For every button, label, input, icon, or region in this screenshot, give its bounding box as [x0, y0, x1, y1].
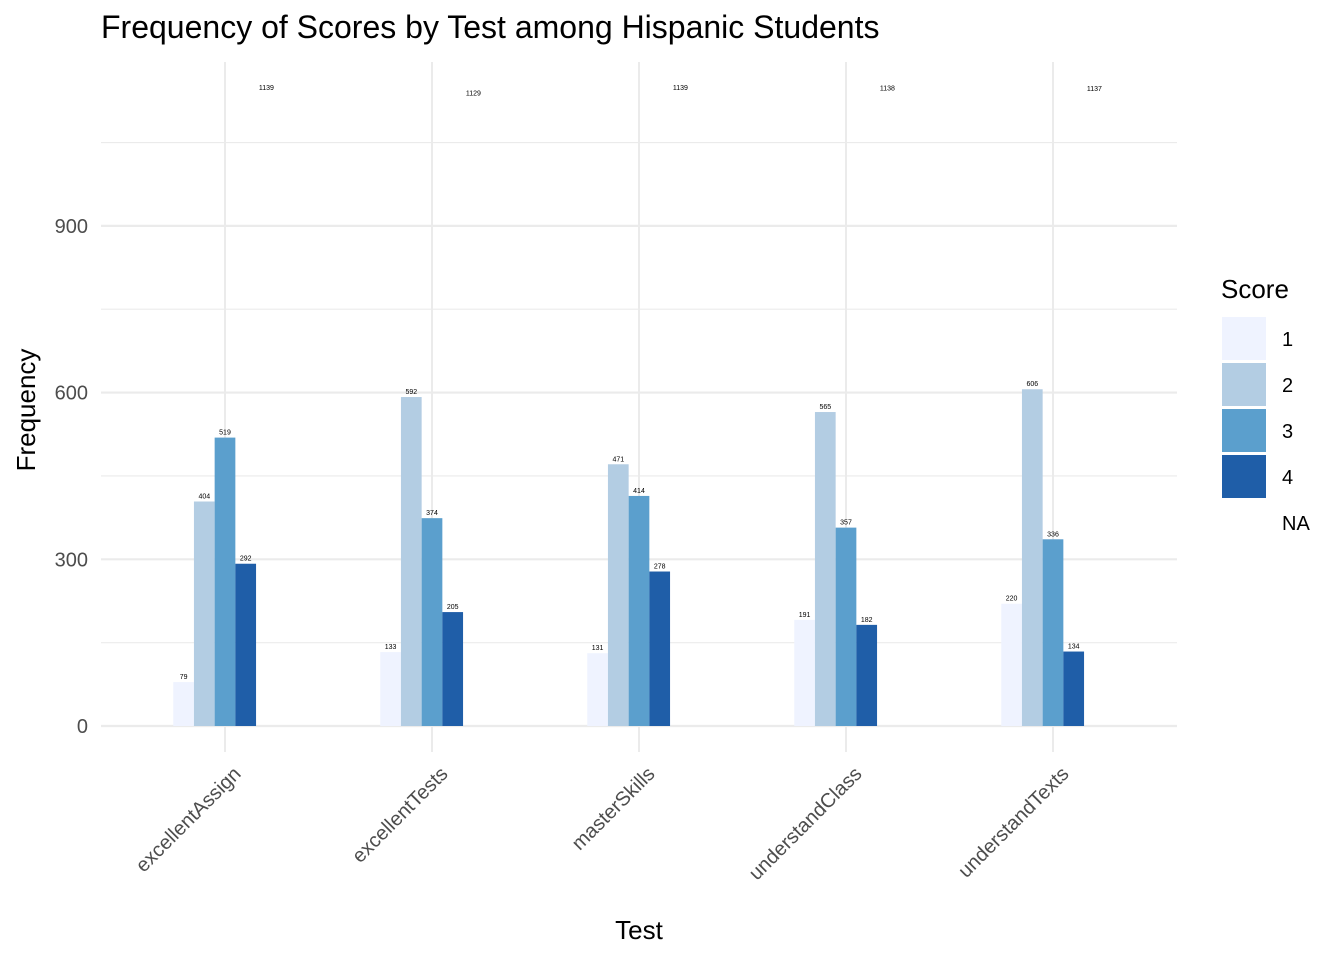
x-tick-label: masterSkills [568, 763, 660, 855]
y-tick-label: 0 [77, 716, 88, 738]
data-labels: 79 404 519 292 1139 133 592 374 205 1129 131 471 414… [180, 85, 1102, 681]
legend-label: NA [1282, 513, 1310, 535]
data-label: 205 [447, 604, 459, 611]
x-axis-ticks: excellentAssign excellentTests masterSkill… [132, 763, 1074, 885]
legend-label: 3 [1282, 421, 1293, 443]
data-label: 519 [219, 430, 231, 437]
bar [587, 653, 608, 726]
data-label: 182 [861, 617, 873, 624]
legend-swatch [1222, 409, 1266, 452]
x-tick-label: excellentTests [348, 763, 452, 867]
bar [400, 397, 422, 726]
bar [1063, 651, 1085, 726]
bar [173, 682, 194, 726]
data-label: 1139 [259, 85, 274, 92]
data-label: 374 [426, 510, 438, 517]
bar [856, 624, 878, 726]
y-tick-label: 600 [55, 383, 88, 405]
chart-title: Frequency of Scores by Test among Hispan… [101, 9, 879, 45]
legend-title: Score [1221, 274, 1289, 304]
legend-label: 2 [1282, 375, 1293, 397]
data-label: 1139 [673, 85, 688, 92]
y-tick-label: 900 [55, 216, 88, 238]
legend-swatch [1222, 363, 1266, 406]
bar-na [877, 94, 898, 726]
data-label: 592 [405, 389, 417, 396]
legend-swatch [1222, 317, 1266, 360]
bar [835, 527, 857, 726]
data-label: 220 [1006, 596, 1018, 603]
bar [442, 612, 464, 726]
legend-swatch-na [1222, 501, 1266, 544]
bar [814, 412, 836, 726]
data-label: 357 [840, 520, 852, 527]
data-label: 131 [592, 645, 604, 652]
bar [1042, 539, 1064, 726]
x-tick-label: understandClass [745, 763, 867, 885]
bar [235, 563, 257, 726]
bar [649, 571, 671, 726]
bar [1001, 603, 1022, 726]
bar-na [670, 93, 691, 726]
x-tick-label: understandTexts [954, 763, 1073, 882]
legend: Score 1 2 3 4 NA [1221, 274, 1310, 544]
data-label: 79 [180, 674, 188, 681]
bar [794, 619, 815, 726]
bar [1021, 389, 1043, 726]
data-label: 133 [385, 644, 397, 651]
legend-swatch [1222, 455, 1266, 498]
data-label: 1138 [880, 86, 895, 93]
bar-na [463, 99, 484, 726]
data-label: 292 [240, 556, 252, 563]
x-axis-title: Test [615, 915, 663, 945]
data-label: 565 [819, 404, 831, 411]
data-label: 404 [198, 493, 210, 500]
bars [173, 93, 1105, 726]
bar [421, 518, 443, 726]
legend-label: 4 [1282, 467, 1293, 489]
bar [607, 464, 629, 726]
data-label: 278 [654, 564, 666, 571]
bar [628, 495, 650, 726]
data-label: 414 [633, 488, 645, 495]
bar [193, 501, 215, 726]
data-label: 1129 [466, 91, 481, 98]
y-axis-title: Frequency [11, 349, 41, 472]
data-label: 1137 [1087, 86, 1102, 93]
bar-na [1084, 94, 1105, 726]
x-tick-label: excellentAssign [132, 763, 246, 877]
y-axis-ticks: 0 300 600 900 [55, 216, 88, 738]
data-label: 606 [1026, 381, 1038, 388]
legend-label: 1 [1282, 329, 1293, 351]
data-label: 471 [612, 456, 624, 463]
y-tick-label: 300 [55, 549, 88, 571]
bar [214, 437, 236, 726]
bar [380, 652, 401, 726]
data-label: 191 [799, 612, 811, 619]
data-label: 336 [1047, 531, 1059, 538]
bar-na [256, 93, 277, 726]
data-label: 134 [1068, 644, 1080, 651]
